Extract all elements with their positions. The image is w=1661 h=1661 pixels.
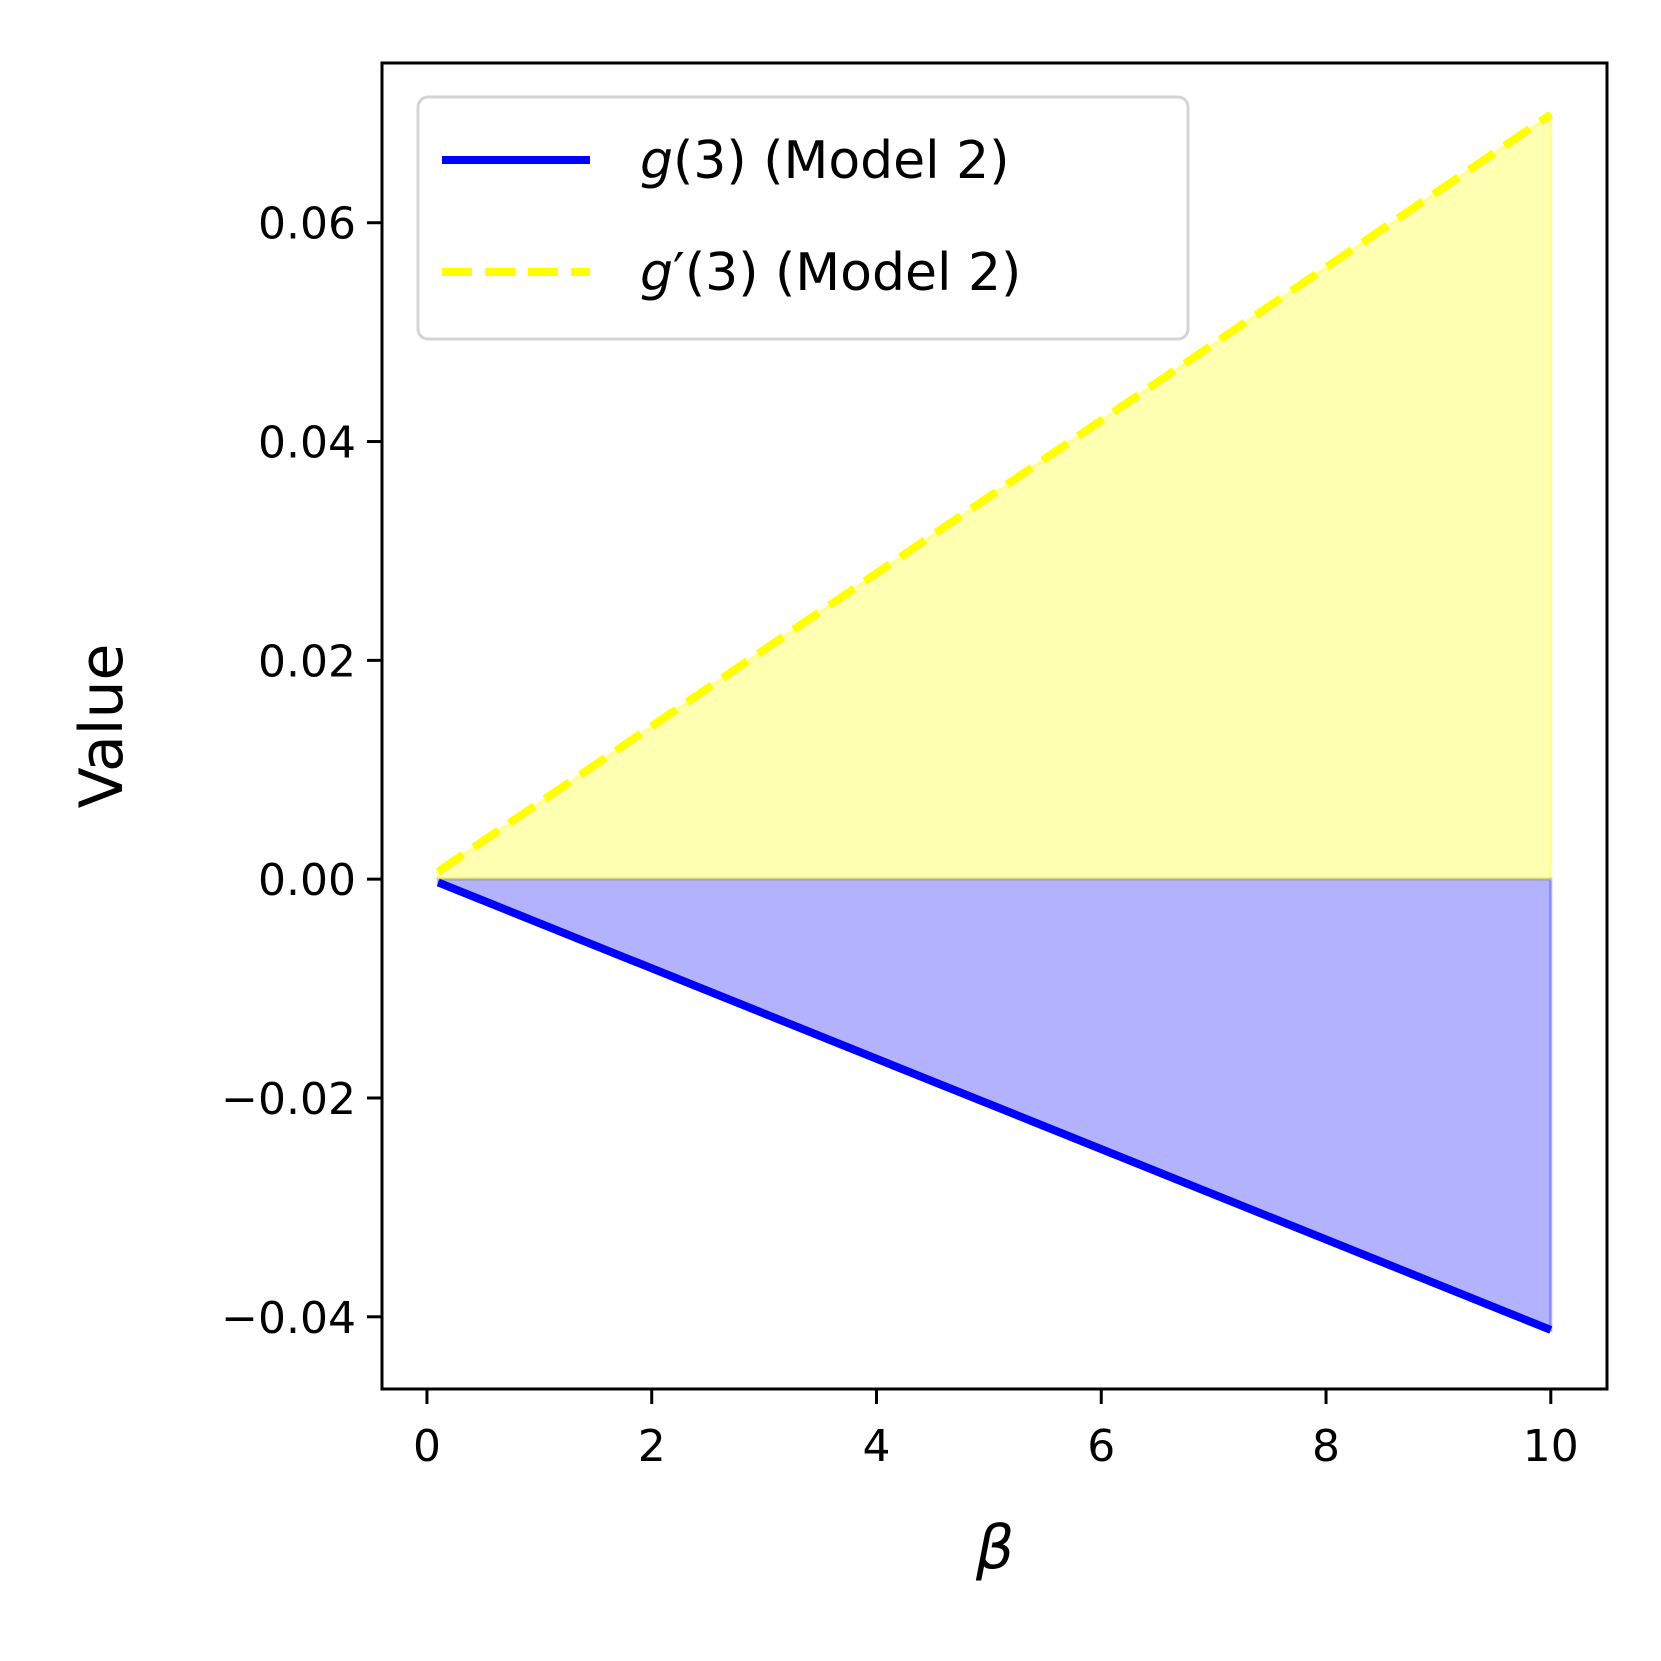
axes-frame (380, 61, 1609, 1391)
series-line-1 (435, 111, 1554, 875)
legend-label-gprime3: g′(3) (Model 2) (640, 243, 1021, 303)
x-tick-label: 6 (1087, 1421, 1115, 1472)
y-tick-label: 0.04 (258, 418, 356, 469)
x-tick-label: 2 (638, 1421, 666, 1472)
legend-box (416, 95, 1190, 341)
axes: 0 2 4 6 8 10 −0.04 −0.02 0.00 0.02 0.04 0.06 (221, 61, 1609, 1472)
x-tick-label: 4 (862, 1421, 890, 1472)
y-tick-label: −0.02 (221, 1074, 356, 1125)
x-tick-label: 8 (1312, 1421, 1340, 1472)
plot-area (435, 111, 1554, 1334)
x-tick-label: 0 (413, 1421, 441, 1472)
x-tick-label: 10 (1523, 1421, 1579, 1472)
legend-label-g3: g(3) (Model 2) (640, 131, 1010, 191)
series-line-0 (436, 878, 1553, 1334)
y-axis-label: Value (67, 644, 137, 809)
x-axis-label: β (975, 1513, 1014, 1583)
y-tick-label: 0.06 (258, 199, 356, 250)
y-tick-label: −0.04 (221, 1293, 356, 1344)
y-tick-label: 0.02 (258, 636, 356, 687)
legend: g(3) (Model 2) g′(3) (Model 2) (416, 95, 1190, 341)
y-tick-label: 0.00 (258, 855, 356, 906)
